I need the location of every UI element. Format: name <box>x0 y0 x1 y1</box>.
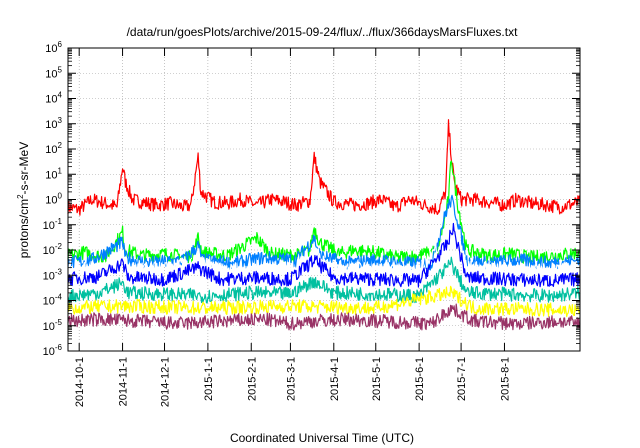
y-axis-ticks: 10-6 10-5 10-4 10-3 10-2 10-1 100 101 102 103 104 1… <box>43 40 580 358</box>
y-tick-label: 106 <box>45 40 62 55</box>
y-axis-label: protons/cm2-s-sr-MeV <box>16 142 31 258</box>
y-axis-label-main: protons/cm <box>17 199 31 258</box>
x-tick-label: 2014-12-1 <box>160 357 172 407</box>
series-line-4 <box>67 222 581 288</box>
y-tick-label: 100 <box>45 192 62 207</box>
x-axis-label: Coordinated Universal Time (UTC) <box>230 431 414 445</box>
y-tick-label: 104 <box>45 91 62 106</box>
x-tick-label: 2014-11-1 <box>118 357 130 406</box>
x-tick-label: 2015-2-1 <box>246 357 258 401</box>
y-tick-label: 10-1 <box>43 217 63 232</box>
y-axis-label-exponent: 2 <box>16 194 25 199</box>
y-tick-label: 10-4 <box>43 293 63 308</box>
y-tick-label: 10-5 <box>43 318 63 333</box>
y-tick-label: 10-2 <box>43 242 63 257</box>
series-line-3 <box>67 216 581 278</box>
x-tick-label: 2015-8-1 <box>499 357 511 401</box>
x-tick-label: 2015-5-1 <box>371 357 383 401</box>
chart-title: /data/run/goesPlots/archive/2015-09-24/f… <box>127 25 519 39</box>
x-tick-label: 2015-4-1 <box>329 357 341 401</box>
x-tick-label: 2015-1-1 <box>203 357 215 401</box>
y-axis-label-units: -s-sr-MeV <box>17 142 31 195</box>
y-tick-label: 102 <box>45 141 62 156</box>
y-tick-label: 103 <box>45 116 62 131</box>
x-tick-label: 2015-3-1 <box>285 357 297 401</box>
y-tick-label: 105 <box>45 65 62 80</box>
y-tick-label: 10-6 <box>43 343 63 358</box>
x-axis-ticks: 2014-10-1 2014-11-1 2014-12-1 2015-1-1 2015-… <box>74 48 511 407</box>
y-tick-label: 10-3 <box>43 267 63 282</box>
series-group <box>67 119 581 331</box>
series-line-0 <box>67 119 581 216</box>
x-tick-label: 2015-7-1 <box>456 357 468 401</box>
y-tick-label: 101 <box>45 166 62 181</box>
x-tick-label: 2015-6-1 <box>414 357 426 401</box>
series-line-5 <box>67 256 581 304</box>
x-tick-label: 2014-10-1 <box>74 357 86 407</box>
series-line-7 <box>67 303 581 331</box>
series-line-6 <box>67 285 581 318</box>
